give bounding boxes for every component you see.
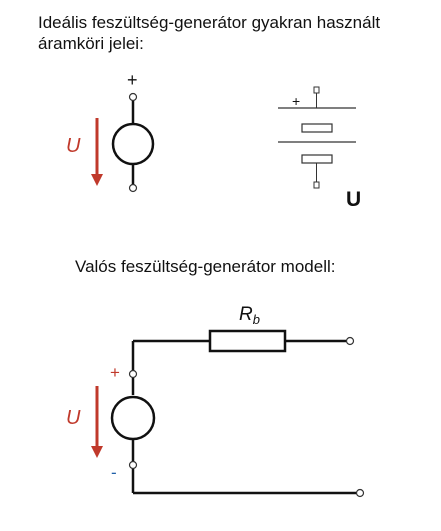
battery-label: U [346,188,361,211]
real-source-circle [110,395,156,441]
output-terminal-bottom [355,488,365,498]
resistor-label-subscript: b [253,312,260,327]
battery-plate-short-2 [301,154,333,164]
ideal-source-symbol: + U [66,70,155,193]
heading-ideal-line1: Ideális feszültség-generátor gyakran has… [38,13,380,32]
resistor-label: Rb [239,304,260,327]
real-top-node [128,369,138,379]
ideal-voltage-label: U [66,135,81,157]
real-minus-sign: - [111,463,117,482]
ideal-bottom-terminal [128,183,138,193]
battery-bottom-terminal [313,181,320,189]
ideal-source-circle [111,122,155,166]
battery-plate-short-1 [301,123,333,133]
battery-plus-sign: + [292,93,300,109]
ideal-plus-sign: + [127,70,138,90]
real-plus-sign: + [110,363,120,382]
output-terminal-top [345,336,355,346]
real-source-model: Rb + - U [66,304,365,498]
resistor-rb [208,329,287,353]
real-bottom-node [128,460,138,470]
ideal-top-terminal [128,92,138,102]
resistor-label-main: R [239,304,253,325]
real-voltage-label: U [66,407,81,429]
battery-top-terminal [313,86,320,94]
heading-ideal-line2: áramköri jelei: [38,34,144,53]
heading-real: Valós feszültség-generátor modell: [75,257,336,276]
battery-symbol: + U [278,86,361,211]
